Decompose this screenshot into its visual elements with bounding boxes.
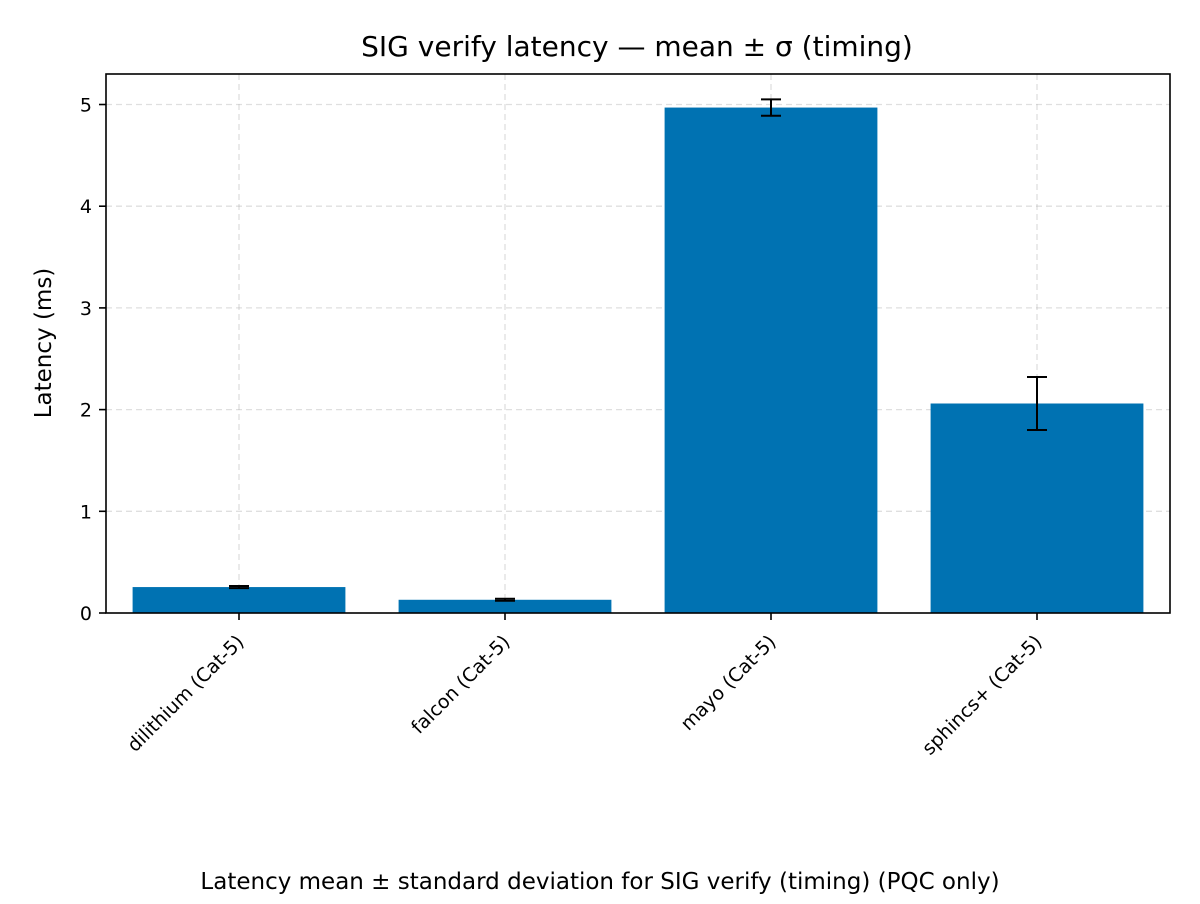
y-tick-label: 3 <box>80 298 92 320</box>
y-tick-label: 1 <box>80 501 92 523</box>
axes-layer <box>105 73 1171 614</box>
x-tick-label: mayo (Cat-5) <box>676 631 780 735</box>
y-tick-label: 5 <box>80 95 92 117</box>
y-tick-label: 4 <box>80 196 92 218</box>
y-tick-label: 0 <box>80 603 92 625</box>
ticks-layer: 0 1 2 3 4 5 dilithium (Cat-5) falcon (Cat-5) may… <box>80 95 1047 760</box>
bar-1 <box>132 587 346 613</box>
error-bars-layer <box>229 98 1047 602</box>
bar-3 <box>664 107 878 614</box>
y-axis-label: Latency (ms) <box>31 268 57 419</box>
bar-4 <box>930 403 1144 613</box>
bar-2 <box>398 599 612 613</box>
y-tick-label: 2 <box>80 400 92 422</box>
x-tick-label: dilithium (Cat-5) <box>123 631 248 756</box>
x-tick-label: sphincs+ (Cat-5) <box>918 631 1047 760</box>
plot-frame <box>105 73 1171 614</box>
chart-title: SIG verify latency — mean ± σ (timing) <box>361 30 913 63</box>
x-tick-label: falcon (Cat-5) <box>407 631 514 738</box>
chart-caption: Latency mean ± standard deviation for SI… <box>200 869 999 895</box>
bars-layer <box>132 107 1144 614</box>
